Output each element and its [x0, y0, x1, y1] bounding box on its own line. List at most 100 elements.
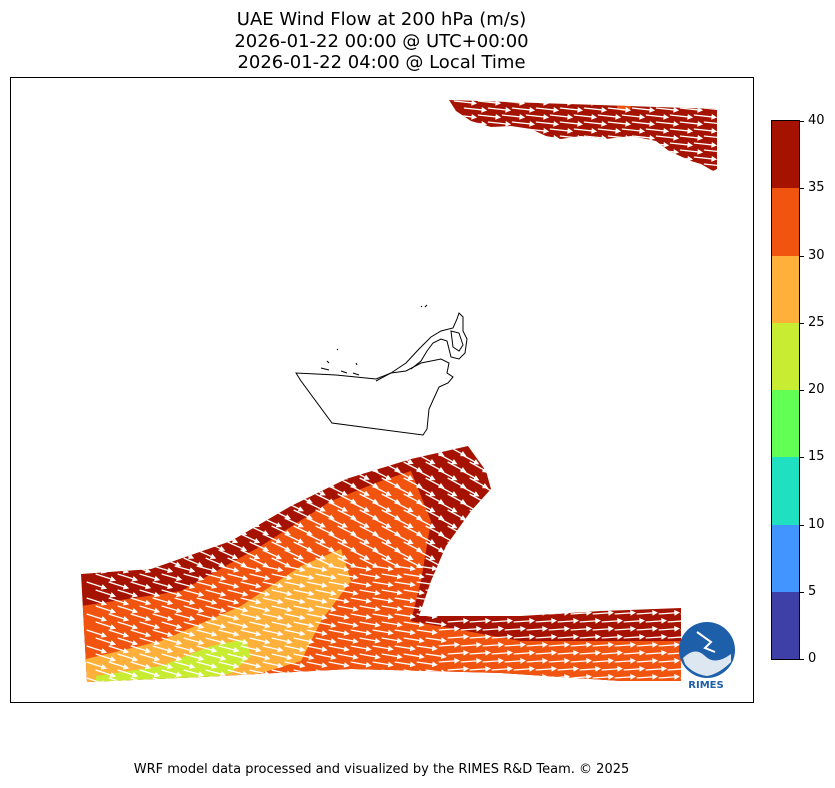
wind-arrow-head: [196, 449, 204, 455]
wind-arrow-head: [507, 650, 514, 656]
wind-arrow-head: [308, 654, 315, 661]
wind-arrow-head: [471, 113, 478, 120]
wind-arrow-head: [706, 588, 710, 592]
wind-arrow-head: [242, 623, 249, 629]
wind-arrow-head: [319, 554, 326, 560]
wind-arrow: [184, 686, 203, 691]
wind-arrow-head: [387, 677, 394, 682]
wind-arrow-head: [564, 580, 571, 587]
wind-arrow-head: [277, 598, 284, 605]
wind-arrow-head: [484, 573, 491, 579]
wind-arrow-head: [673, 148, 680, 155]
wind-arrow-head: [495, 155, 502, 162]
wind-arrow-head: [275, 506, 283, 512]
wind-arrow: [460, 611, 481, 615]
wind-arrow-head: [131, 561, 138, 567]
wind-arrow: [525, 142, 548, 146]
wind-arrow-head: [586, 642, 593, 648]
wind-arrow-head: [440, 589, 447, 596]
wind-arrow-head: [498, 626, 505, 632]
wind-arrow: [262, 453, 282, 464]
wind-arrow-head: [551, 602, 558, 608]
wind-arrow-head: [308, 622, 315, 629]
wind-arrow: [250, 686, 269, 691]
wind-arrow-head: [663, 127, 670, 134]
wind-arrow-head: [684, 572, 688, 576]
wind-arrow: [469, 603, 490, 607]
wind-arrow-head: [196, 545, 204, 551]
wind-arrow-head: [520, 658, 527, 664]
wind-arrow-head: [306, 530, 313, 536]
wind-arrow-head: [100, 553, 107, 559]
wind-arrow: [614, 453, 632, 466]
wind-arrow-head: [564, 658, 571, 664]
wind-arrow-head: [131, 465, 138, 471]
wind-arrow-head: [262, 497, 270, 504]
wind-arrow: [460, 581, 481, 586]
wind-arrow: [669, 100, 692, 104]
wind-arrow-head: [385, 554, 392, 560]
wind-arrow: [240, 677, 261, 682]
wind-arrow: [453, 142, 476, 146]
wind-arrow: [623, 477, 641, 490]
wind-arrow: [130, 453, 150, 463]
colorbar-segment: [772, 457, 799, 525]
wind-arrow: [315, 461, 334, 472]
wind-arrow: [526, 485, 545, 497]
wind-arrow: [621, 100, 644, 104]
wind-arrow: [337, 446, 356, 456]
wind-arrow: [453, 156, 476, 160]
wind-arrow: [693, 100, 716, 104]
wind-arrow-head: [418, 621, 425, 628]
wind-arrow: [623, 589, 644, 592]
wind-arrow-head: [187, 505, 195, 511]
wind-arrow-head: [253, 553, 261, 560]
wind-arrow-head: [240, 449, 248, 456]
wind-arrow-head: [308, 574, 315, 581]
wind-arrow-head: [670, 556, 677, 562]
wind-arrow: [337, 461, 356, 472]
wind-arrow: [514, 685, 534, 686]
wind-arrow: [645, 446, 663, 458]
wind-arrow-head: [286, 590, 293, 597]
wind-arrow-head: [264, 654, 271, 661]
wind-arrow-head: [617, 666, 624, 672]
wind-arrow: [249, 461, 269, 471]
wind-arrow-head: [299, 678, 306, 682]
colorbar-tick-label: 20: [808, 382, 825, 397]
wind-arrow-head: [693, 510, 697, 513]
wind-arrow-head: [604, 475, 611, 482]
wind-arrow-head: [385, 538, 392, 544]
wind-arrow-head: [240, 497, 248, 504]
wind-arrow-head: [525, 499, 533, 505]
wind-arrow: [196, 533, 216, 543]
wind-arrow: [728, 136, 750, 138]
wind-arrow: [621, 142, 644, 146]
wind-arrow-head: [657, 468, 664, 474]
wind-arrow: [152, 485, 172, 495]
wind-arrow: [482, 501, 501, 513]
wind-arrow-head: [529, 120, 536, 127]
wind-arrow: [271, 493, 291, 504]
wind-arrow: [487, 163, 510, 167]
wind-arrow-head: [122, 615, 130, 622]
wind-arrow-head: [608, 579, 615, 586]
wind-arrow-head: [520, 674, 527, 680]
wind-arrow: [504, 469, 523, 481]
wind-arrow: [601, 589, 622, 592]
wind-arrow-head: [122, 647, 130, 654]
wind-arrow-head: [569, 467, 577, 473]
wind-arrow-head: [494, 539, 502, 545]
wind-arrow: [579, 493, 598, 505]
wind-arrow: [601, 603, 622, 607]
wind-arrow-head: [702, 534, 706, 537]
wind-arrow-head: [321, 614, 328, 620]
wind-arrow-head: [481, 162, 488, 169]
wind-arrow-head: [153, 623, 161, 630]
wind-arrow-head: [553, 106, 560, 113]
wind-arrow-head: [630, 626, 637, 632]
wind-arrow-head: [209, 537, 217, 544]
wind-arrow: [501, 156, 524, 160]
wind-arrow-head: [374, 573, 381, 580]
wind-arrow: [108, 533, 128, 543]
